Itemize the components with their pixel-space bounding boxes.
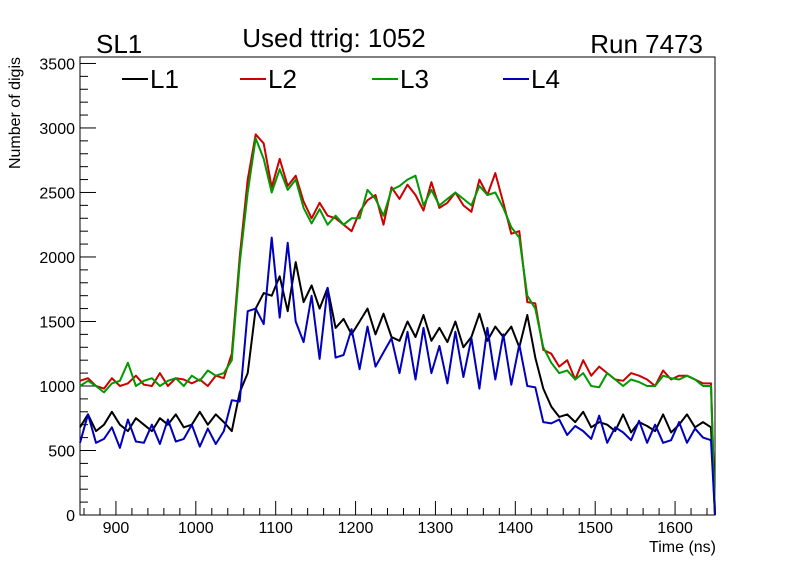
x-tick-label: 1100	[258, 520, 293, 537]
axes-layer: 0 500 1000 1500 2000 2500 3000 3500 900 1000 1100 1…	[39, 56, 708, 537]
x-tick-label: 1200	[338, 520, 374, 537]
y-tick-label: 3000	[39, 121, 75, 138]
x-axis-label: Time (ns)	[649, 539, 716, 556]
legend: L1 L2 L3 L4	[122, 64, 560, 94]
y-axis-label: Number of digis	[7, 57, 24, 169]
y-tick-label: 500	[48, 443, 75, 460]
chart-header-left: SL1	[96, 29, 142, 59]
x-tick-label: 1400	[498, 520, 534, 537]
series-line-l4	[79, 236, 716, 516]
y-tick-label: 2000	[39, 250, 75, 267]
series-line-l3	[79, 137, 716, 516]
y-tick-label: 1000	[39, 379, 75, 396]
x-tick-label: 1600	[657, 520, 693, 537]
x-tick-label: 1500	[577, 520, 613, 537]
x-tick-label: 900	[103, 520, 130, 537]
y-tick-label: 2500	[39, 185, 75, 202]
legend-label-l3: L3	[400, 64, 429, 94]
series-layer	[79, 133, 716, 516]
y-tick-label: 1500	[39, 314, 75, 331]
legend-label-l2: L2	[268, 64, 297, 94]
x-tick-label: 1000	[178, 520, 214, 537]
y-tick-label: 3500	[39, 56, 75, 73]
plot-frame	[79, 56, 716, 516]
y-tick-label: 0	[66, 508, 75, 525]
chart-header-right: Run 7473	[590, 29, 703, 59]
legend-label-l1: L1	[150, 64, 179, 94]
chart-title: Used ttrig: 1052	[242, 23, 426, 53]
x-tick-label: 1300	[418, 520, 454, 537]
series-line-l1	[79, 261, 716, 516]
legend-label-l4: L4	[531, 64, 560, 94]
